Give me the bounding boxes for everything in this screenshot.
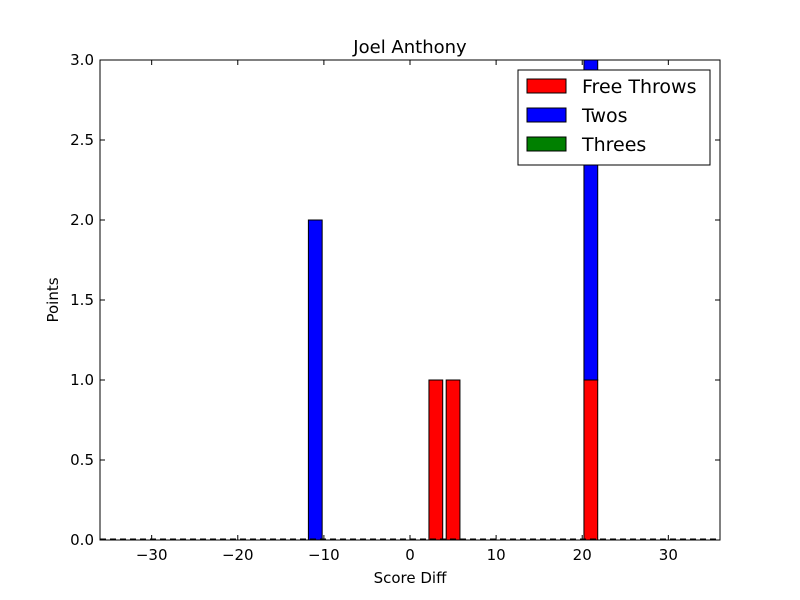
legend-label-threes: Threes [581, 134, 646, 156]
x-tick-label: 20 [573, 546, 592, 564]
y-tick-label: 1.0 [70, 371, 94, 389]
x-tick-label: 30 [659, 546, 678, 564]
y-tick-label: 1.5 [70, 291, 94, 309]
y-tick-label: 3.0 [70, 51, 94, 69]
chart-title: Joel Anthony [352, 37, 467, 58]
x-axis-ticks: −30 −20 −10 0 10 20 30 [136, 60, 678, 564]
x-tick-label: 10 [487, 546, 506, 564]
bar-free-throws-1 [428, 379, 444, 541]
y-tick-label: 0.0 [70, 531, 94, 549]
x-tick-label: −10 [308, 546, 340, 564]
x-tick-label: −20 [222, 546, 254, 564]
bar-twos-0 [307, 219, 323, 541]
x-tick-label: 0 [405, 546, 415, 564]
legend-label-free-throws: Free Throws [582, 76, 696, 98]
bar-free-throws-3 [583, 379, 599, 541]
y-axis-ticks: 0.0 0.5 1.0 1.5 2.0 2.5 3.0 [70, 51, 720, 549]
y-tick-label: 2.5 [70, 131, 94, 149]
legend-swatch-threes [526, 136, 567, 152]
bar-free-throws-2 [445, 379, 461, 541]
legend-swatch-free-throws [526, 78, 567, 94]
legend-swatch-twos [526, 107, 567, 123]
legend: Free Throws Twos Threes [517, 69, 711, 166]
legend-label-twos: Twos [581, 105, 628, 127]
x-axis-label: Score Diff [374, 569, 447, 587]
y-tick-label: 2.0 [70, 211, 94, 229]
bars-layer [307, 59, 599, 541]
y-tick-label: 0.5 [70, 451, 94, 469]
x-tick-label: −30 [136, 546, 168, 564]
y-axis-label: Points [44, 277, 62, 322]
